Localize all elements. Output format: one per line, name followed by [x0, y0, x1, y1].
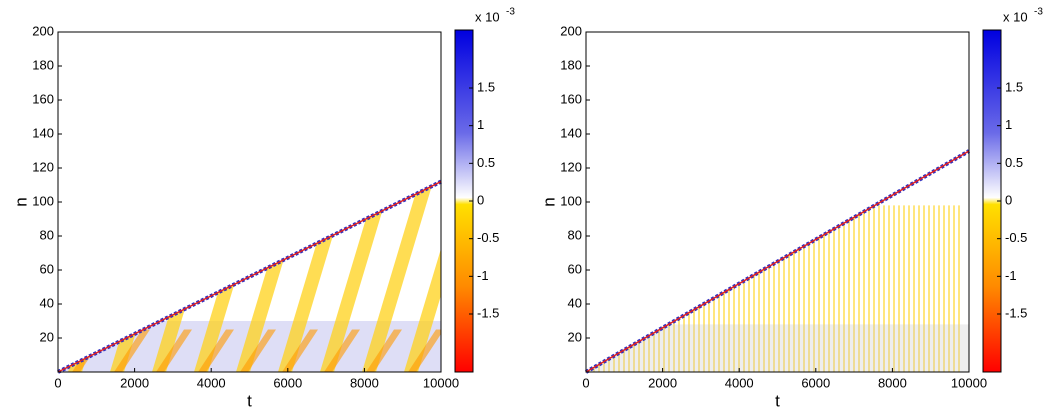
- y-tick-label: 40: [40, 295, 54, 310]
- x-tick-label: 0: [54, 375, 61, 390]
- y-tick-label: 80: [568, 227, 582, 242]
- y-tick-label: 120: [560, 159, 582, 174]
- texture-stripe: [0, 72, 4, 372]
- y-tick-label: 180: [560, 57, 582, 72]
- colorbar-tick-label: -1: [1005, 268, 1017, 283]
- colorbar-tick-label: 1.5: [477, 79, 495, 94]
- colorbar-multiplier: x 10: [475, 9, 500, 24]
- texture-stripe: [366, 329, 402, 372]
- colorbar-tick-label: 0.5: [477, 155, 495, 170]
- x-axis-label: t: [775, 391, 780, 410]
- colorbar-tick-label: 0: [477, 192, 484, 207]
- y-tick-label: 20: [568, 329, 582, 344]
- y-tick-label: 200: [560, 23, 582, 38]
- x-tick-label: 2000: [648, 375, 677, 390]
- texture-stripe: [198, 329, 234, 372]
- colorbar-tick-label: -1.5: [1005, 305, 1027, 320]
- texture-stripe: [0, 72, 46, 372]
- texture-stripe: [404, 181, 441, 372]
- x-tick-label: 0: [582, 375, 589, 390]
- y-tick-label: 140: [560, 125, 582, 140]
- texture-stripe: [0, 330, 24, 373]
- front-line-core: [585, 150, 970, 373]
- colorbar-multiplier: x 10: [1003, 9, 1028, 24]
- colorbar-tick-label: -0.5: [1005, 230, 1027, 245]
- colorbar-tick-label: -1.5: [477, 305, 499, 320]
- y-tick-label: 40: [568, 295, 582, 310]
- y-tick-label: 60: [568, 261, 582, 276]
- y-tick-label: 80: [40, 227, 54, 242]
- y-axis-label: n: [11, 197, 30, 206]
- texture-stripe: [282, 329, 318, 372]
- colorbar-tick-label: 1: [477, 117, 484, 132]
- colorbar-tick-label: 1.5: [1005, 79, 1023, 94]
- x-tick-label: 6000: [801, 375, 830, 390]
- colorbar-tick-label: 0: [1005, 192, 1012, 207]
- y-tick-label: 160: [32, 91, 54, 106]
- texture-stripe: [240, 329, 276, 372]
- colorbar-tick-label: -0.5: [477, 230, 499, 245]
- texture-stripe: [320, 181, 424, 372]
- colorbar-exponent: -3: [1034, 7, 1043, 18]
- colorbar-tick-label: 1: [1005, 117, 1012, 132]
- x-tick-label: 2000: [120, 375, 149, 390]
- y-tick-label: 100: [32, 193, 54, 208]
- y-tick-label: 140: [32, 125, 54, 140]
- colorbar-tick-label: 0.5: [1005, 155, 1023, 170]
- x-tick-label: 4000: [197, 375, 226, 390]
- plot-area: [58, 32, 441, 372]
- front-line-core: [57, 180, 442, 373]
- texture-stripe: [156, 329, 192, 372]
- y-axis-label: n: [539, 197, 558, 206]
- y-tick-label: 60: [40, 261, 54, 276]
- texture-stripe: [324, 329, 360, 372]
- texture-stripe: [408, 329, 441, 372]
- x-tick-label: 8000: [350, 375, 379, 390]
- y-tick-label: 120: [32, 159, 54, 174]
- x-tick-label: 4000: [725, 375, 754, 390]
- texture-stripe: [362, 181, 441, 372]
- x-axis-label: t: [247, 391, 252, 410]
- y-tick-label: 180: [32, 57, 54, 72]
- x-tick-label: 10000: [951, 375, 987, 390]
- y-tick-label: 20: [40, 329, 54, 344]
- y-tick-label: 100: [560, 193, 582, 208]
- colorbar-tick-label: -1: [477, 268, 489, 283]
- x-tick-label: 10000: [423, 375, 459, 390]
- colorbar-exponent: -3: [506, 7, 515, 18]
- plot-area: [586, 32, 969, 372]
- texture-stripe: [114, 329, 150, 372]
- x-tick-label: 6000: [273, 375, 302, 390]
- x-tick-label: 8000: [878, 375, 907, 390]
- y-tick-label: 200: [32, 23, 54, 38]
- y-tick-label: 160: [560, 91, 582, 106]
